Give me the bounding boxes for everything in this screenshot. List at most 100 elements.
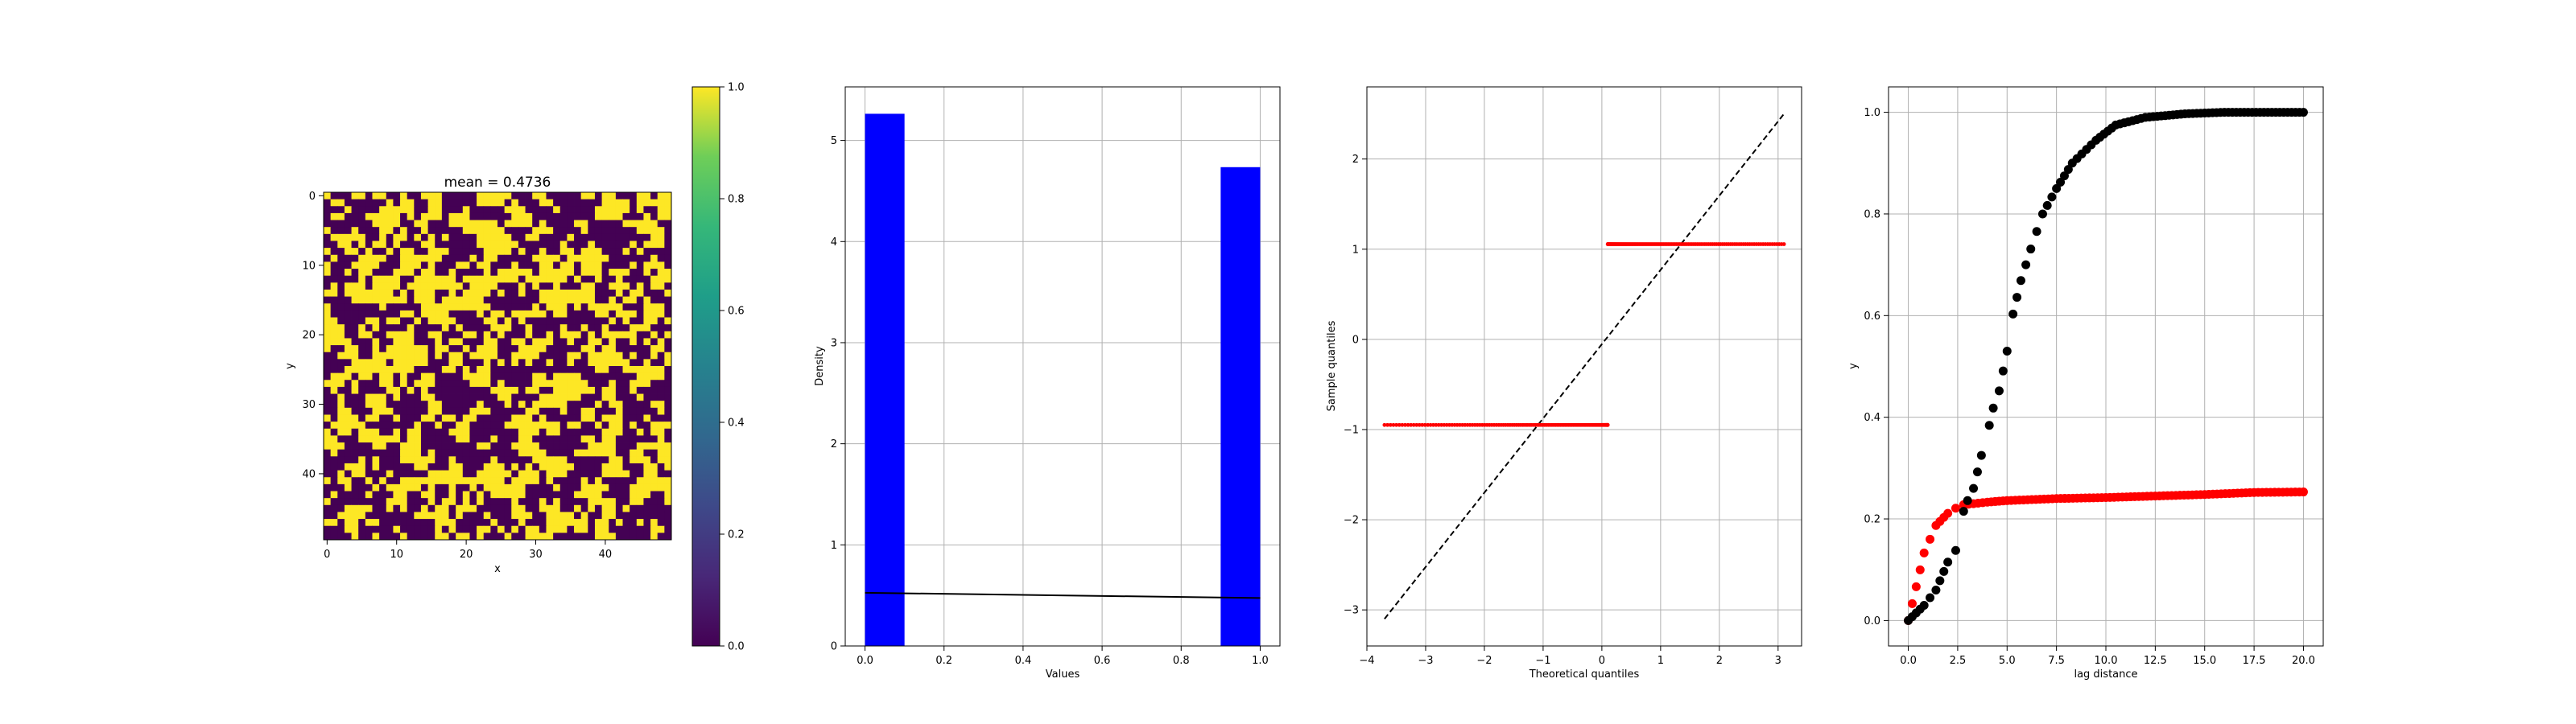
heatmap-cell	[393, 296, 401, 304]
heatmap-cell	[622, 498, 630, 506]
heatmap-cell	[372, 324, 380, 332]
heatmap-cell	[365, 192, 373, 200]
heatmap-cell	[657, 289, 665, 297]
heatmap-cell	[525, 206, 533, 214]
heatmap-cell	[518, 324, 526, 332]
heatmap-cell	[622, 303, 630, 311]
heatmap-cell	[630, 525, 638, 533]
heatmap-cell	[567, 275, 575, 283]
heatmap-cell	[539, 519, 547, 527]
heatmap-cell	[594, 498, 602, 506]
heatmap-cell	[580, 248, 588, 256]
heatmap-cell	[601, 282, 609, 290]
heatmap-cell	[615, 324, 623, 332]
heatmap-cell	[643, 386, 651, 394]
heatmap-cell	[435, 470, 443, 478]
heatmap-cell	[351, 303, 359, 311]
heatmap-cell	[601, 463, 609, 471]
heatmap-cell	[469, 310, 477, 318]
heatmap-cell	[337, 498, 345, 506]
heatmap-cell	[344, 261, 352, 269]
heatmap-cell	[525, 296, 533, 304]
heatmap-cell	[615, 533, 623, 541]
heatmap-cell	[351, 470, 359, 478]
heatmap-cell	[407, 227, 415, 235]
heatmap-cell	[386, 483, 394, 492]
heatmap-cell	[588, 248, 596, 256]
heatmap-cell	[497, 199, 506, 207]
heatmap-cell	[351, 212, 359, 220]
heatmap-cell	[427, 477, 436, 485]
heatmap-cell	[532, 331, 540, 339]
heatmap-cell	[435, 407, 443, 415]
heatmap-cell	[469, 345, 477, 353]
heatmap-cell	[497, 331, 506, 339]
heatmap-cell	[414, 296, 422, 304]
heatmap-cell	[330, 491, 338, 499]
heatmap-cell	[497, 504, 506, 512]
heatmap-cell	[427, 414, 436, 422]
variogram-point	[1976, 450, 1986, 460]
heatmap-cell	[379, 192, 387, 200]
heatmap-cell	[351, 491, 359, 499]
heatmap-cell	[664, 470, 672, 478]
heatmap-cell	[594, 449, 602, 457]
heatmap-cell	[622, 525, 630, 533]
heatmap-cell	[594, 317, 602, 325]
heatmap-cell	[386, 241, 394, 249]
heatmap-cell	[559, 220, 568, 228]
heatmap-cell	[477, 199, 485, 207]
heatmap-cell	[574, 483, 582, 492]
heatmap-cell	[462, 241, 470, 249]
heatmap-cell	[477, 449, 485, 457]
heatmap-cell	[532, 498, 540, 506]
y-tick-label: 3	[831, 338, 837, 350]
heatmap-cell	[351, 269, 359, 277]
heatmap-cell	[504, 442, 512, 450]
heatmap-cell	[525, 504, 533, 512]
heatmap-cell	[441, 407, 449, 415]
heatmap-cell	[490, 296, 498, 304]
heatmap-cell	[324, 310, 332, 318]
heatmap-cell	[657, 414, 665, 422]
heatmap-cell	[664, 269, 672, 277]
heatmap-cell	[539, 241, 547, 249]
heatmap-cell	[553, 220, 561, 228]
heatmap-cell	[407, 199, 415, 207]
heatmap-cell	[580, 463, 588, 471]
heatmap-cell	[386, 491, 394, 499]
heatmap-cell	[456, 269, 464, 277]
heatmap-cell	[372, 269, 380, 277]
qq-point	[1439, 422, 1444, 427]
heatmap-cell	[615, 463, 623, 471]
heatmap-cell	[594, 345, 602, 353]
heatmap-cell	[539, 366, 547, 374]
heatmap-cell	[379, 428, 387, 436]
heatmap-cell	[407, 324, 415, 332]
heatmap-cell	[532, 519, 540, 527]
heatmap-cell	[477, 352, 485, 360]
heatmap-cell	[609, 206, 617, 214]
heatmap-cell	[664, 491, 672, 499]
heatmap-cell	[358, 227, 366, 235]
heatmap-cell	[337, 435, 345, 443]
heatmap-cell	[462, 470, 470, 478]
heatmap-cell	[622, 519, 630, 527]
heatmap-cell	[456, 192, 464, 200]
heatmap-cell	[427, 248, 436, 256]
heatmap-cell	[497, 491, 506, 499]
heatmap-cell	[504, 233, 512, 241]
heatmap-cell	[324, 456, 332, 464]
heatmap-cell	[615, 401, 623, 409]
heatmap-cell	[400, 449, 408, 457]
heatmap-cell	[386, 282, 394, 290]
heatmap-cell	[594, 414, 602, 422]
heatmap-cell	[546, 525, 554, 533]
variogram-points	[1904, 108, 2308, 625]
heatmap-cell	[435, 477, 443, 485]
heatmap-cell	[609, 483, 617, 492]
heatmap-cell	[365, 533, 373, 541]
heatmap-cell	[435, 212, 443, 220]
heatmap-cell	[344, 442, 352, 450]
heatmap-cell	[414, 380, 422, 388]
